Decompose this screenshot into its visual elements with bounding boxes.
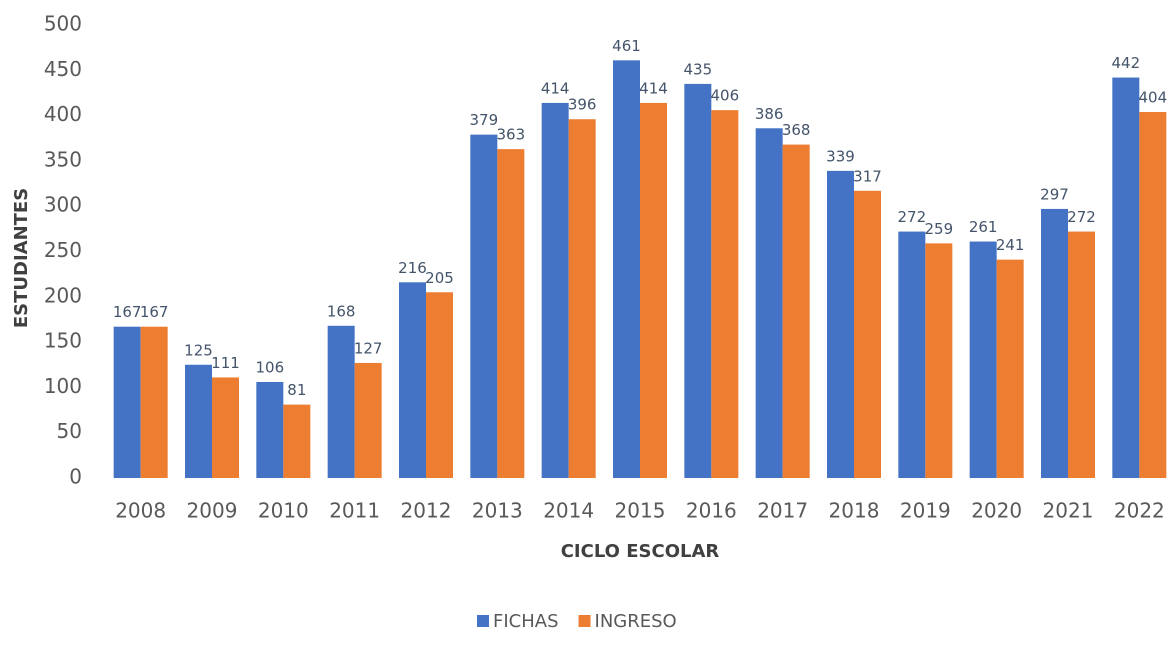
y-tick-label: 350 (44, 147, 82, 171)
bar (113, 326, 141, 478)
bar (1112, 77, 1140, 478)
bar (898, 231, 926, 478)
bar (283, 404, 311, 478)
value-label: 414 (541, 79, 570, 97)
value-label: 81 (287, 381, 306, 399)
bar (354, 362, 382, 478)
bar (140, 326, 168, 478)
legend-label: FICHAS (493, 611, 559, 632)
bar (969, 241, 997, 478)
value-label: 363 (497, 126, 526, 144)
bar (1041, 208, 1068, 478)
value-label: 368 (782, 121, 811, 139)
value-label: 461 (612, 37, 641, 55)
bar (568, 119, 596, 478)
y-tick-label: 250 (44, 238, 82, 262)
x-tick-label: 2021 (1043, 499, 1094, 523)
bar (854, 190, 881, 478)
bar (256, 381, 284, 478)
y-tick-label: 150 (44, 329, 82, 353)
x-tick-label: 2019 (900, 499, 951, 523)
x-tick-label: 2008 (115, 499, 166, 523)
y-tick-label: 50 (57, 419, 82, 443)
value-label: 406 (711, 87, 740, 105)
x-tick-label: 2015 (615, 499, 666, 523)
x-tick-label: 2022 (1114, 499, 1165, 523)
value-label: 442 (1112, 54, 1141, 72)
x-tick-label: 2012 (401, 499, 452, 523)
y-tick-label: 0 (69, 465, 82, 489)
value-label: 125 (184, 341, 213, 359)
value-label: 272 (898, 208, 927, 226)
value-label: 106 (256, 358, 285, 376)
value-label: 297 (1040, 185, 1069, 203)
x-tick-label: 2020 (971, 499, 1022, 523)
bar (996, 259, 1024, 478)
value-label: 261 (969, 218, 998, 236)
value-label: 386 (755, 105, 784, 123)
x-axis-label: CICLO ESCOLAR (561, 541, 720, 562)
bar (470, 134, 498, 478)
x-tick-label: 2016 (686, 499, 737, 523)
bar (497, 149, 525, 478)
value-label: 205 (425, 269, 454, 287)
y-axis-label: ESTUDIANTES (11, 188, 32, 328)
y-tick-label: 300 (44, 193, 82, 217)
value-label: 167 (113, 303, 142, 321)
value-label: 404 (1139, 88, 1168, 106)
x-tick-label: 2010 (258, 499, 309, 523)
bar (399, 282, 426, 478)
value-label: 168 (327, 302, 356, 320)
bar (925, 243, 953, 478)
x-tick-label: 2018 (829, 499, 880, 523)
value-label: 241 (996, 236, 1025, 254)
value-label: 317 (853, 167, 882, 185)
bar (613, 60, 640, 479)
value-label: 216 (398, 259, 427, 277)
bar (782, 144, 810, 479)
value-label: 111 (211, 354, 240, 372)
y-tick-label: 500 (44, 12, 82, 36)
bar (711, 110, 739, 478)
y-tick-label: 450 (44, 57, 82, 81)
bar (755, 128, 783, 478)
value-label: 339 (826, 147, 855, 165)
value-label: 435 (684, 60, 713, 78)
bar (426, 292, 453, 478)
bar (1139, 111, 1167, 478)
bar (827, 170, 854, 478)
legend-swatch (578, 615, 591, 627)
x-tick-label: 2014 (543, 499, 594, 523)
bar (640, 102, 667, 478)
value-label: 414 (639, 79, 668, 97)
x-tick-label: 2013 (472, 499, 523, 523)
y-tick-label: 100 (44, 374, 82, 398)
y-tick-label: 200 (44, 283, 82, 307)
bar (541, 102, 569, 478)
bar (185, 364, 212, 478)
value-label: 379 (470, 111, 499, 129)
x-tick-label: 2017 (757, 499, 808, 523)
value-label: 127 (354, 339, 383, 357)
legend-label: INGRESO (595, 611, 677, 632)
bar (684, 83, 712, 478)
value-label: 272 (1067, 208, 1096, 226)
x-tick-label: 2011 (329, 499, 380, 523)
value-label: 259 (925, 220, 954, 238)
legend-swatch (477, 615, 489, 627)
y-tick-label: 400 (44, 102, 82, 126)
bar (1068, 231, 1095, 478)
value-label: 167 (140, 303, 169, 321)
value-label: 396 (568, 96, 597, 114)
x-tick-label: 2009 (187, 499, 238, 523)
bar (212, 377, 239, 478)
bar (327, 325, 355, 478)
